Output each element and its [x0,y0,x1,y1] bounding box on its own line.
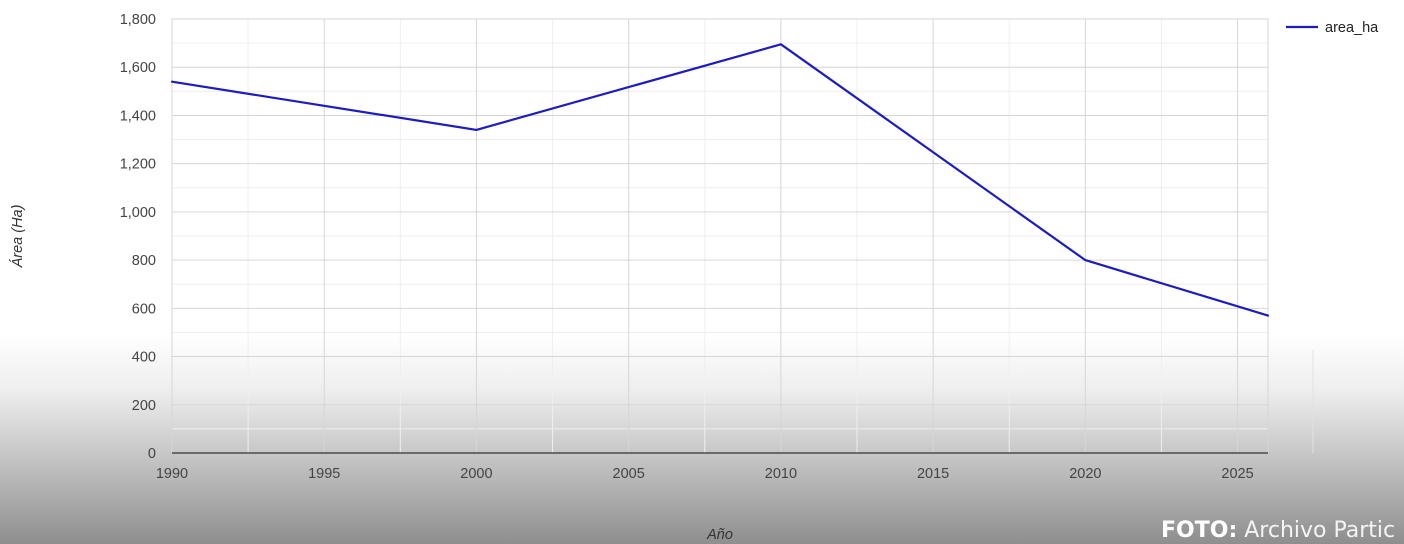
x-tick-label: 2000 [460,466,492,482]
y-tick-label: 1,400 [120,108,156,124]
y-tick-label: 0 [148,446,156,462]
photo-credit-label: FOTO: [1161,518,1238,543]
grid-lines [171,18,1269,453]
photo-credit-source: Archivo Partic [1244,518,1396,543]
photo-credit: FOTO: Archivo Partic [1161,518,1395,544]
y-tick-label: 200 [132,398,156,414]
axes [172,350,1314,454]
y-tick-label: 1,000 [120,205,156,221]
y-tick-label: 600 [132,301,156,317]
y-axis-title: Área (Ha) [9,205,26,269]
x-tick-label: 1990 [156,466,188,482]
y-tick-label: 1,800 [120,12,156,28]
y-tick-label: 400 [132,350,156,366]
y-tick-label: 1,600 [120,60,156,76]
series-line-area_ha [170,43,1270,317]
y-tick-label: 1,200 [120,157,156,173]
series-lines [170,43,1270,317]
x-tick-label: 2025 [1221,466,1253,482]
x-tick-label: 2015 [917,466,949,482]
x-tick-label: 1995 [308,466,340,482]
legend-label: area_ha [1325,20,1379,36]
x-tick-label: 2010 [765,466,797,482]
x-tick-label: 2005 [613,466,645,482]
x-axis-tick-labels: 1990 1995 2000 2005 2010 2015 2020 2025 [156,466,1254,482]
y-tick-label: 800 [132,253,156,269]
x-tick-label: 2020 [1069,466,1101,482]
x-axis-title: Año [706,527,733,543]
legend[interactable]: area_ha [1286,20,1379,36]
y-axis-tick-labels: 0 200 400 600 800 1,000 1,200 1,400 1,600 1,800 [120,12,156,462]
